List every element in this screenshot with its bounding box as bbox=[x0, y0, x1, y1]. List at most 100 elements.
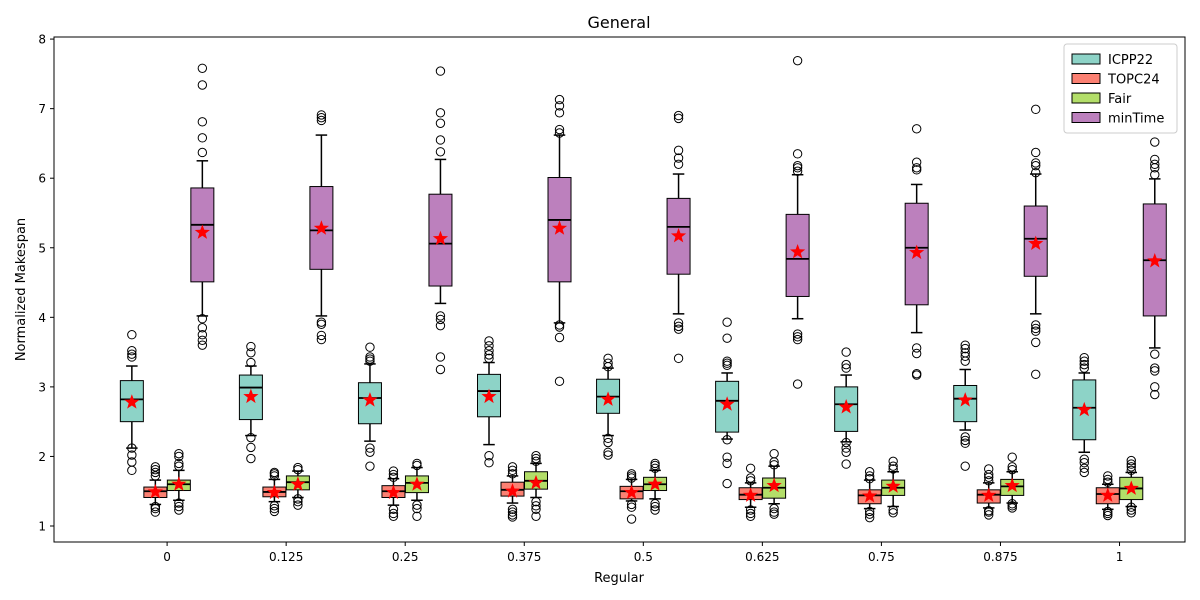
box-Fair-0.75 bbox=[881, 456, 906, 518]
outlier-point bbox=[792, 329, 803, 339]
box-minTime-0.75 bbox=[904, 124, 929, 380]
outlier-point bbox=[1103, 506, 1113, 517]
mean-marker bbox=[1028, 235, 1044, 251]
outlier-point bbox=[197, 340, 208, 350]
x-tick-label: 0.875 bbox=[983, 550, 1017, 564]
outlier-point bbox=[1079, 359, 1089, 370]
outlier-point bbox=[745, 473, 756, 483]
outlier-point bbox=[150, 464, 161, 475]
mean-marker bbox=[194, 224, 210, 239]
outlier-point bbox=[507, 469, 518, 479]
mean-marker bbox=[1100, 487, 1116, 502]
outlier-point bbox=[316, 115, 327, 126]
box-ICPP22-0.125 bbox=[238, 341, 263, 464]
outlier-point bbox=[316, 330, 327, 341]
outlier-point bbox=[388, 466, 399, 476]
outlier-point bbox=[1079, 458, 1089, 468]
outlier-point bbox=[484, 353, 494, 364]
outlier-point bbox=[197, 323, 208, 333]
outlier-point bbox=[722, 435, 732, 445]
outlier-point bbox=[365, 342, 375, 352]
mean-marker bbox=[1123, 480, 1139, 495]
outlier-point bbox=[722, 452, 732, 462]
y-tick-label: 8 bbox=[38, 33, 46, 47]
box-Fair-0 bbox=[166, 448, 191, 515]
outlier-point bbox=[174, 461, 184, 471]
mean-marker bbox=[504, 483, 521, 498]
outlier-point bbox=[127, 450, 137, 460]
mean-marker bbox=[362, 392, 378, 407]
outlier-point bbox=[1007, 462, 1017, 472]
outlier-point bbox=[792, 334, 803, 345]
mean-marker bbox=[862, 488, 878, 503]
outlier-point bbox=[864, 512, 875, 523]
outlier-point bbox=[792, 332, 803, 342]
outlier-point bbox=[246, 357, 256, 368]
outlier-point bbox=[484, 341, 494, 351]
outlier-point bbox=[435, 108, 446, 118]
outlier-point bbox=[531, 451, 541, 461]
box-Fair-0.375 bbox=[524, 451, 549, 521]
outlier-point bbox=[984, 476, 994, 486]
outlier-point bbox=[841, 443, 851, 453]
outlier-point bbox=[1126, 508, 1136, 518]
outlier-point bbox=[1126, 502, 1136, 512]
outlier-point bbox=[1126, 505, 1136, 515]
outlier-point bbox=[554, 101, 565, 111]
outlier-point bbox=[531, 504, 541, 515]
outlier-point bbox=[864, 474, 875, 484]
mean-marker bbox=[313, 220, 330, 235]
outlier-point bbox=[269, 467, 280, 478]
outlier-point bbox=[769, 503, 779, 514]
mean-marker bbox=[266, 484, 283, 500]
legend: ICPP22 TOPC24 Fair minTime bbox=[1063, 43, 1178, 134]
outlier-point bbox=[1126, 462, 1136, 472]
outlier-point bbox=[650, 499, 660, 509]
outlier-point bbox=[1126, 455, 1136, 466]
outlier-point bbox=[435, 311, 446, 321]
outlier-point bbox=[911, 165, 922, 175]
outlier-point bbox=[127, 349, 137, 359]
outlier-point bbox=[1079, 356, 1089, 366]
outlier-point bbox=[911, 343, 922, 353]
outlier-point bbox=[507, 507, 518, 517]
outlier-point bbox=[388, 511, 399, 521]
legend-swatch bbox=[1071, 92, 1101, 104]
outlier-point bbox=[150, 501, 161, 512]
outlier-point bbox=[435, 364, 446, 375]
outlier-point bbox=[603, 437, 613, 448]
plot-frame bbox=[53, 36, 1186, 543]
outlier-point bbox=[650, 463, 660, 473]
y-tick-label: 5 bbox=[38, 241, 46, 255]
outlier-point bbox=[984, 510, 994, 520]
outlier-point bbox=[388, 504, 399, 515]
outlier-point bbox=[484, 451, 494, 461]
outlier-point bbox=[626, 499, 637, 510]
outlier-point bbox=[197, 330, 208, 340]
outlier-point bbox=[1031, 160, 1041, 171]
outlier-point bbox=[960, 351, 970, 361]
outlier-point bbox=[792, 379, 803, 389]
box-ICPP22-0.75 bbox=[834, 347, 859, 469]
boxes-layer bbox=[119, 55, 1167, 524]
outlier-point bbox=[554, 322, 565, 332]
outlier-point bbox=[316, 112, 327, 123]
outlier-point bbox=[792, 160, 803, 171]
outlier-point bbox=[673, 153, 684, 163]
box-ICPP22-1 bbox=[1072, 352, 1097, 478]
outlier-point bbox=[174, 458, 184, 469]
outlier-point bbox=[1150, 382, 1160, 392]
box-Fair-1 bbox=[1119, 455, 1144, 518]
outlier-point bbox=[1150, 154, 1160, 165]
outlier-point bbox=[197, 335, 208, 345]
outlier-point bbox=[792, 166, 803, 176]
legend-frame bbox=[1063, 43, 1178, 134]
box-ICPP22-0.5 bbox=[596, 353, 621, 460]
outlier-point bbox=[841, 347, 851, 357]
box-TOPC24-0.75 bbox=[857, 467, 882, 523]
outlier-point bbox=[1031, 369, 1041, 380]
box-body bbox=[953, 384, 978, 423]
outlier-point bbox=[1126, 459, 1136, 469]
mean-marker bbox=[623, 484, 640, 500]
legend-label: ICPP22 bbox=[1108, 53, 1153, 68]
